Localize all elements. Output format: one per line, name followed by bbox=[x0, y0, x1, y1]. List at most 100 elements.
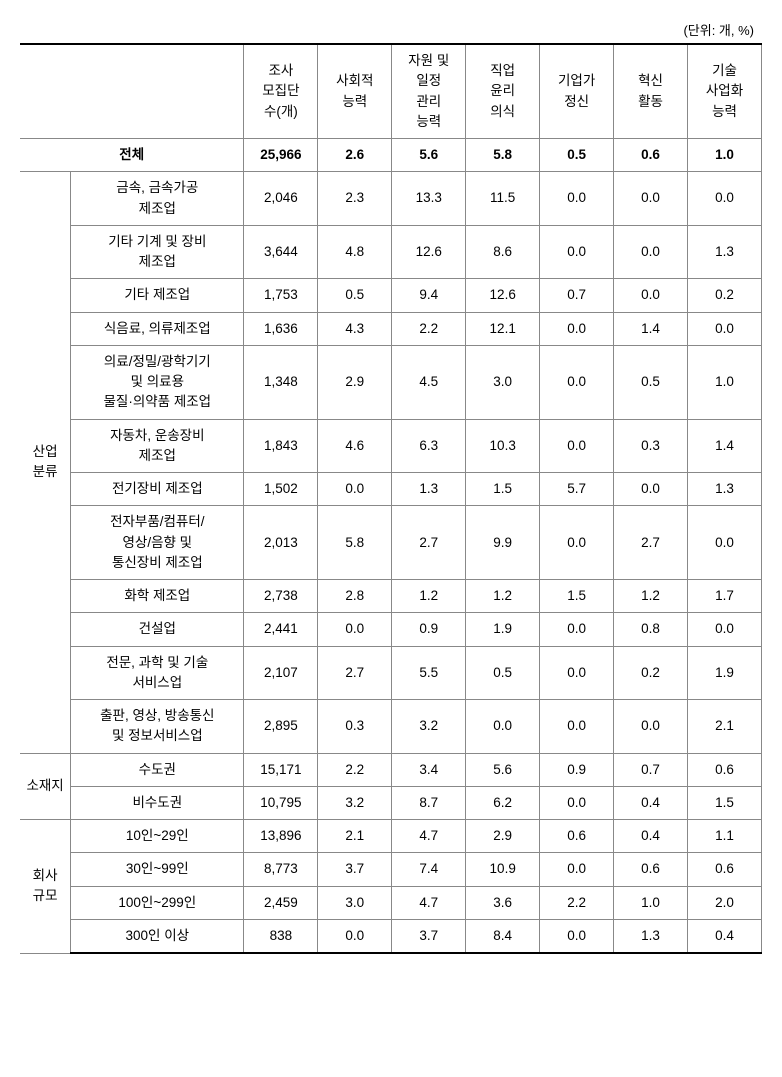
table-row: 전기장비 제조업1,5020.01.31.55.70.01.3 bbox=[20, 473, 762, 506]
data-cell: 7.4 bbox=[392, 853, 466, 886]
data-cell: 9.9 bbox=[466, 506, 540, 580]
row-label: 전자부품/컴퓨터/영상/음향 및통신장비 제조업 bbox=[71, 506, 244, 580]
corner-cell bbox=[20, 44, 244, 139]
data-cell: 8.6 bbox=[466, 225, 540, 279]
data-cell: 3.2 bbox=[318, 786, 392, 819]
data-cell: 0.0 bbox=[318, 919, 392, 953]
header-col6: 혁신활동 bbox=[614, 44, 688, 139]
data-cell: 2.8 bbox=[318, 580, 392, 613]
data-cell: 2.1 bbox=[318, 820, 392, 853]
data-cell: 2.9 bbox=[318, 345, 392, 419]
table-row: 기타 제조업1,7530.59.412.60.70.00.2 bbox=[20, 279, 762, 312]
data-cell: 4.8 bbox=[318, 225, 392, 279]
data-cell: 0.0 bbox=[614, 700, 688, 754]
data-cell: 0.3 bbox=[614, 419, 688, 473]
row-label: 비수도권 bbox=[71, 786, 244, 819]
data-cell: 1,843 bbox=[244, 419, 318, 473]
data-cell: 1.5 bbox=[688, 786, 762, 819]
table-row: 회사규모10인~29인13,8962.14.72.90.60.41.1 bbox=[20, 820, 762, 853]
row-label: 300인 이상 bbox=[71, 919, 244, 953]
total-row: 전체25,9662.65.65.80.50.61.0 bbox=[20, 139, 762, 172]
data-cell: 10.9 bbox=[466, 853, 540, 886]
data-cell: 5.6 bbox=[466, 753, 540, 786]
data-cell: 5.7 bbox=[540, 473, 614, 506]
table-row: 30인~99인8,7733.77.410.90.00.60.6 bbox=[20, 853, 762, 886]
row-label: 30인~99인 bbox=[71, 853, 244, 886]
data-cell: 1.3 bbox=[688, 225, 762, 279]
table-row: 기타 기계 및 장비제조업3,6444.812.68.60.00.01.3 bbox=[20, 225, 762, 279]
data-cell: 2,013 bbox=[244, 506, 318, 580]
data-cell: 4.7 bbox=[392, 886, 466, 919]
row-label: 전문, 과학 및 기술서비스업 bbox=[71, 646, 244, 700]
data-cell: 0.3 bbox=[318, 700, 392, 754]
total-label: 전체 bbox=[20, 139, 244, 172]
row-label: 10인~29인 bbox=[71, 820, 244, 853]
header-col5: 기업가정신 bbox=[540, 44, 614, 139]
data-cell: 1.1 bbox=[688, 820, 762, 853]
data-cell: 6.3 bbox=[392, 419, 466, 473]
data-table: 조사모집단수(개) 사회적능력 자원 및일정관리능력 직업윤리의식 기업가정신 … bbox=[20, 43, 762, 954]
data-cell: 2,107 bbox=[244, 646, 318, 700]
data-cell: 0.0 bbox=[688, 312, 762, 345]
table-row: 식음료, 의류제조업1,6364.32.212.10.01.40.0 bbox=[20, 312, 762, 345]
data-cell: 4.7 bbox=[392, 820, 466, 853]
data-cell: 0.5 bbox=[614, 345, 688, 419]
data-cell: 0.7 bbox=[614, 753, 688, 786]
header-col2: 사회적능력 bbox=[318, 44, 392, 139]
table-row: 소재지수도권15,1712.23.45.60.90.70.6 bbox=[20, 753, 762, 786]
data-cell: 0.9 bbox=[392, 613, 466, 646]
table-row: 300인 이상8380.03.78.40.01.30.4 bbox=[20, 919, 762, 953]
data-cell: 12.6 bbox=[466, 279, 540, 312]
data-cell: 3.0 bbox=[318, 886, 392, 919]
row-label: 자동차, 운송장비제조업 bbox=[71, 419, 244, 473]
table-row: 전자부품/컴퓨터/영상/음향 및통신장비 제조업2,0135.82.79.90.… bbox=[20, 506, 762, 580]
data-cell: 2.2 bbox=[540, 886, 614, 919]
data-cell: 9.4 bbox=[392, 279, 466, 312]
data-cell: 11.5 bbox=[466, 172, 540, 226]
data-cell: 0.0 bbox=[614, 473, 688, 506]
data-cell: 1.4 bbox=[688, 419, 762, 473]
data-cell: 0.0 bbox=[540, 345, 614, 419]
group-header: 회사규모 bbox=[20, 820, 71, 954]
data-cell: 0.0 bbox=[688, 506, 762, 580]
header-row: 조사모집단수(개) 사회적능력 자원 및일정관리능력 직업윤리의식 기업가정신 … bbox=[20, 44, 762, 139]
data-cell: 2.3 bbox=[318, 172, 392, 226]
data-cell: 0.5 bbox=[318, 279, 392, 312]
data-cell: 0.0 bbox=[540, 506, 614, 580]
data-cell: 0.5 bbox=[466, 646, 540, 700]
table-row: 비수도권10,7953.28.76.20.00.41.5 bbox=[20, 786, 762, 819]
data-cell: 4.5 bbox=[392, 345, 466, 419]
data-cell: 1.0 bbox=[688, 139, 762, 172]
data-cell: 0.0 bbox=[614, 225, 688, 279]
data-cell: 3.7 bbox=[392, 919, 466, 953]
data-cell: 0.0 bbox=[466, 700, 540, 754]
row-label: 100인~299인 bbox=[71, 886, 244, 919]
data-cell: 2.7 bbox=[614, 506, 688, 580]
data-cell: 3.4 bbox=[392, 753, 466, 786]
row-label: 기타 기계 및 장비제조업 bbox=[71, 225, 244, 279]
data-cell: 2.7 bbox=[392, 506, 466, 580]
data-cell: 8.7 bbox=[392, 786, 466, 819]
data-cell: 4.3 bbox=[318, 312, 392, 345]
header-col3: 자원 및일정관리능력 bbox=[392, 44, 466, 139]
data-cell: 0.4 bbox=[614, 786, 688, 819]
data-cell: 1.3 bbox=[688, 473, 762, 506]
row-label: 화학 제조업 bbox=[71, 580, 244, 613]
data-cell: 25,966 bbox=[244, 139, 318, 172]
data-cell: 1.0 bbox=[688, 345, 762, 419]
header-col7: 기술사업화능력 bbox=[688, 44, 762, 139]
header-col1: 조사모집단수(개) bbox=[244, 44, 318, 139]
data-cell: 2.7 bbox=[318, 646, 392, 700]
row-label: 전기장비 제조업 bbox=[71, 473, 244, 506]
data-cell: 0.6 bbox=[540, 820, 614, 853]
data-cell: 1.0 bbox=[614, 886, 688, 919]
data-cell: 0.6 bbox=[688, 753, 762, 786]
data-cell: 5.8 bbox=[466, 139, 540, 172]
data-cell: 0.0 bbox=[540, 646, 614, 700]
unit-label: (단위: 개, %) bbox=[20, 20, 762, 39]
data-cell: 13.3 bbox=[392, 172, 466, 226]
data-cell: 2.2 bbox=[392, 312, 466, 345]
data-cell: 1.2 bbox=[466, 580, 540, 613]
data-cell: 1.2 bbox=[614, 580, 688, 613]
data-cell: 1,636 bbox=[244, 312, 318, 345]
